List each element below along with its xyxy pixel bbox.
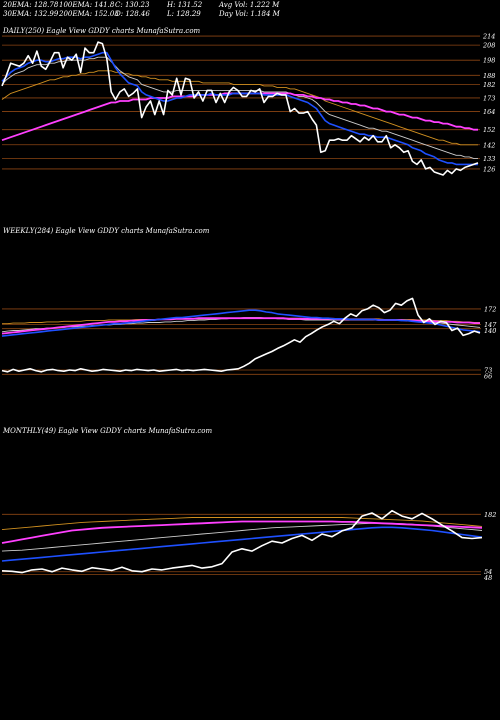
high-value: H: 131.52 <box>167 1 203 9</box>
day-volume-value: Day Vol: 1.184 M <box>219 10 280 18</box>
indicator-summary: 20EMA: 128.78 100EMA: 141.8 C: 130.23 H:… <box>3 1 303 19</box>
low-value: L: 128.29 <box>167 10 201 18</box>
weekly-ema20-line <box>1 309 481 337</box>
weekly-tick-label: 140 <box>484 327 496 335</box>
monthly-tick-label: 54 <box>484 568 492 576</box>
weekly-panel-title: WEEKLY(284) Eagle View GDDY charts Munaf… <box>3 227 210 235</box>
monthly-ema200-line <box>1 520 483 544</box>
ema200-value: 200EMA: 152.03 <box>59 10 119 18</box>
weekly-tick-label: 66 <box>484 372 492 380</box>
daily-tick-label: 214 <box>482 33 495 41</box>
monthly-tick-label: 182 <box>484 511 496 519</box>
daily-panel-title: DAILY(250) Eagle View GDDY charts Munafa… <box>3 27 201 35</box>
daily-price-line <box>1 41 479 176</box>
weekly-tick-label: 147 <box>484 321 497 329</box>
daily-ema100-line <box>1 70 478 146</box>
daily-tick-label: 173 <box>483 94 495 102</box>
daily-tick-label: 182 <box>483 81 495 89</box>
daily-tick-label: 198 <box>483 57 495 65</box>
monthly-panel-title: MONTHLY(49) Eagle View GDDY charts Munaf… <box>3 427 213 435</box>
ema100-value: 100EMA: 141.8 <box>59 1 115 9</box>
ema30-value: 30EMA: 132.99 <box>3 10 59 18</box>
daily-ema30-line <box>1 56 478 159</box>
daily-tick-label: 188 <box>483 72 495 80</box>
monthly-ema100-line <box>1 517 483 531</box>
monthly-ema20-line <box>1 526 483 562</box>
weekly-tick-label: 172 <box>484 305 496 313</box>
daily-tick-label: 142 <box>483 141 495 149</box>
daily-tick-label: 164 <box>483 108 495 116</box>
close-value: C: 130.23 <box>115 1 150 9</box>
daily-ema20-line <box>1 51 478 166</box>
monthly-ema30-line <box>1 522 483 552</box>
daily-tick-label: 152 <box>483 126 495 134</box>
monthly-price-line <box>1 509 483 574</box>
daily-tick-label: 208 <box>482 42 495 50</box>
daily-tick-label: 133 <box>483 155 495 163</box>
daily-tick-label: 126 <box>483 165 495 173</box>
open-value: O: 128.46 <box>115 10 150 18</box>
avg-volume-value: Avg Vol: 1.222 M <box>219 1 280 9</box>
weekly-tick-label: 73 <box>484 366 492 374</box>
weekly-price-line <box>1 297 481 373</box>
daily-ema200-line <box>1 92 478 142</box>
monthly-tick-label: 48 <box>483 574 492 582</box>
ema20-value: 20EMA: 128.78 <box>3 1 59 9</box>
